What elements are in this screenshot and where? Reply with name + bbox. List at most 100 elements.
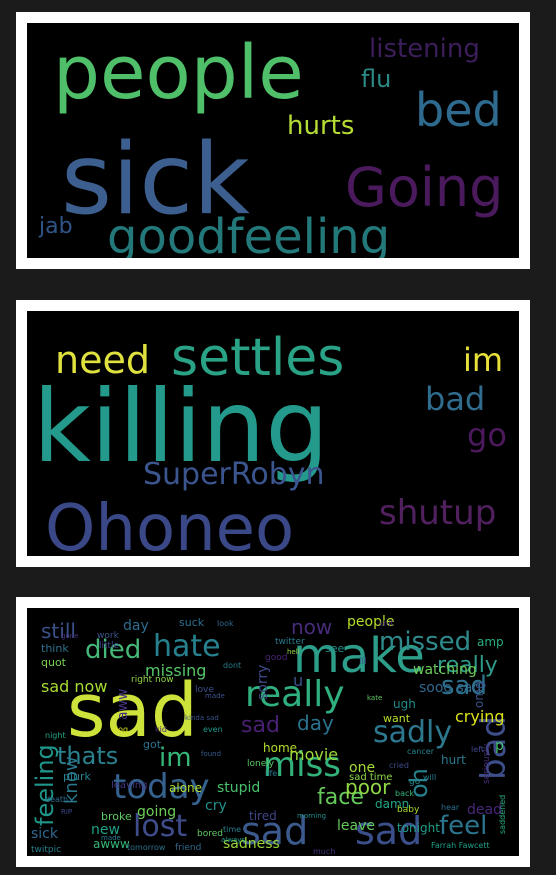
cloud3-word-friend: friend [175,843,201,853]
cloud3-word-feeling: feeling [31,744,59,826]
cloud3-word-new: new [91,822,120,838]
word-cloud-3-svg: sad make really hate died missed today s… [31,614,514,856]
cloud3-word-hell: hell [287,648,300,656]
cloud3-word-hear: hear [441,803,460,812]
cloud3-word-sooo-sad: sooo sad [419,680,481,696]
cloud3-word-dont: dont [223,661,241,670]
cloud3-word-damn: damn [375,797,409,811]
cloud3-word-tomorrow: tomorrow [127,843,166,852]
cloud3-word-omg: omg [472,681,486,708]
cloud3-word-thats: thats [57,742,118,770]
cloud3-word-rip: RIP [61,808,72,816]
cloud3-word-face: face [317,785,364,810]
cloud3-word-suck: suck [179,616,205,629]
cloud2-word-need: need [55,338,150,382]
cloud2-word-superrobyn: SuperRobyn [143,457,325,492]
cloud3-word-ill: ill [359,657,367,667]
cloud3-word-lonely: lonely [247,759,275,769]
cloud3-word-made-2: made [205,692,225,700]
cloud3-word-really-2: really [437,653,498,678]
cloud3-word-died: died [85,635,141,665]
cloud1-word-goodfeeling: goodfeeling [107,209,390,258]
cloud3-word-shit: shit [379,619,394,628]
cloud3-word-death: death [45,795,68,804]
cloud2-word-killing: killing [33,368,329,485]
cloud3-word-go: go [409,777,421,787]
cloud3-word-night: night [45,731,66,740]
cloud3-word-dog: dog [113,725,128,734]
cloud1-word-flu: flu [361,65,391,93]
cloud3-word-look: look [217,619,234,628]
word-cloud-panel-1: people sick bed Going goodfeeling listen… [16,12,530,269]
cloud3-word-know: know [61,756,82,804]
cloud3-word-sadly: sadly [373,715,452,750]
cloud3-word-sadness: sadness [223,836,280,852]
cloud3-word-miss: miss [263,745,341,785]
cloud3-word-sad-right: sad [441,671,487,701]
cloud3-word-one: one [349,760,375,776]
cloud3-word-today: today [113,767,210,807]
cloud1-word-people: people [53,30,304,116]
word-cloud-2: need settles im killing bad go SuperRoby… [27,311,519,556]
cloud1-word-sick: sick [61,123,250,237]
cloud3-word-plurk: plurk [63,770,92,783]
cloud3-word-tired: tired [249,809,277,823]
cloud3-word-crying: crying [455,707,505,726]
cloud3-word-think: think [41,642,69,655]
cloud3-word-amp: amp [477,635,504,649]
cloud3-word-going: going [137,804,176,820]
cloud3-word-sad-large: sad [67,668,198,754]
cloud3-word-leaving: leaving [111,780,147,791]
cloud3-word-poor: poor [345,775,391,799]
cloud3-word-movie: movie [289,745,338,764]
cloud3-word-feel: feel [439,811,487,841]
cloud2-word-bad: bad [425,380,485,418]
cloud3-word-sad-bottom-1: sad [241,809,308,853]
cloud3-word-oh: oh [405,768,433,798]
cloud3-word-bored: bored [197,829,223,839]
cloud3-word-im: im [159,743,192,773]
cloud1-word-bed: bed [415,83,502,137]
cloud3-word-back: back [395,789,414,798]
cloud3-word-day-2: day [123,618,149,634]
cloud3-word-much: much [313,847,335,856]
cloud2-word-im: im [463,341,503,379]
cloud1-word-jab: jab [38,214,73,239]
cloud3-word-life: life [265,769,277,778]
cloud3-word-got: got [143,738,162,751]
cloud2-word-ohoneo: Ohoneo [45,492,294,556]
cloud3-word-always: always [221,836,245,844]
cloud3-word-sorry: sorry [255,665,271,700]
cloud3-word-good: good [265,653,287,663]
cloud3-word-lost: lost [133,809,187,844]
cloud3-word-dead: dead [467,802,502,818]
cloud3-word-broke: broke [101,810,132,823]
cloud3-word-still: still [41,619,76,643]
cloud3-word-will: will [423,773,436,782]
cloud3-word-cancer: cancer [407,747,435,756]
cloud3-word-ugh: ugh [393,697,416,711]
cloud3-word-kinda-sad: kinda sad [185,714,219,722]
cloud3-word-p: p [495,738,504,754]
cloud1-word-hurts: hurts [287,111,354,141]
word-cloud-panel-2: need settles im killing bad go SuperRoby… [16,300,530,567]
word-cloud-panel-3: sad make really hate died missed today s… [16,597,530,867]
cloud3-word-people: people [347,614,394,630]
cloud2-word-go: go [467,416,507,454]
cloud3-word-hurt: hurt [441,753,466,767]
cloud1-word-listening: listening [369,34,480,64]
cloud3-word-twitter: twitter [275,637,305,647]
cloud3-word-watching: watching [413,662,477,678]
cloud3-word-sick: sick [31,826,59,842]
cloud3-word-kate: kate [367,694,382,702]
cloud3-word-quot: quot [41,656,67,669]
cloud3-word-awww: awww [93,837,130,851]
word-cloud-1-svg: people sick bed Going goodfeeling listen… [38,30,503,258]
cloud3-word-even: even [203,725,223,734]
cloud3-word-sad-bottom-2: sad [355,809,422,853]
cloud3-word-really: really [245,674,345,715]
cloud3-word-day: day [297,711,334,735]
cloud3-word-saddened: saddened [498,795,507,834]
cloud3-word-love: love [195,685,214,695]
cloud3-word-u: u [293,671,303,690]
